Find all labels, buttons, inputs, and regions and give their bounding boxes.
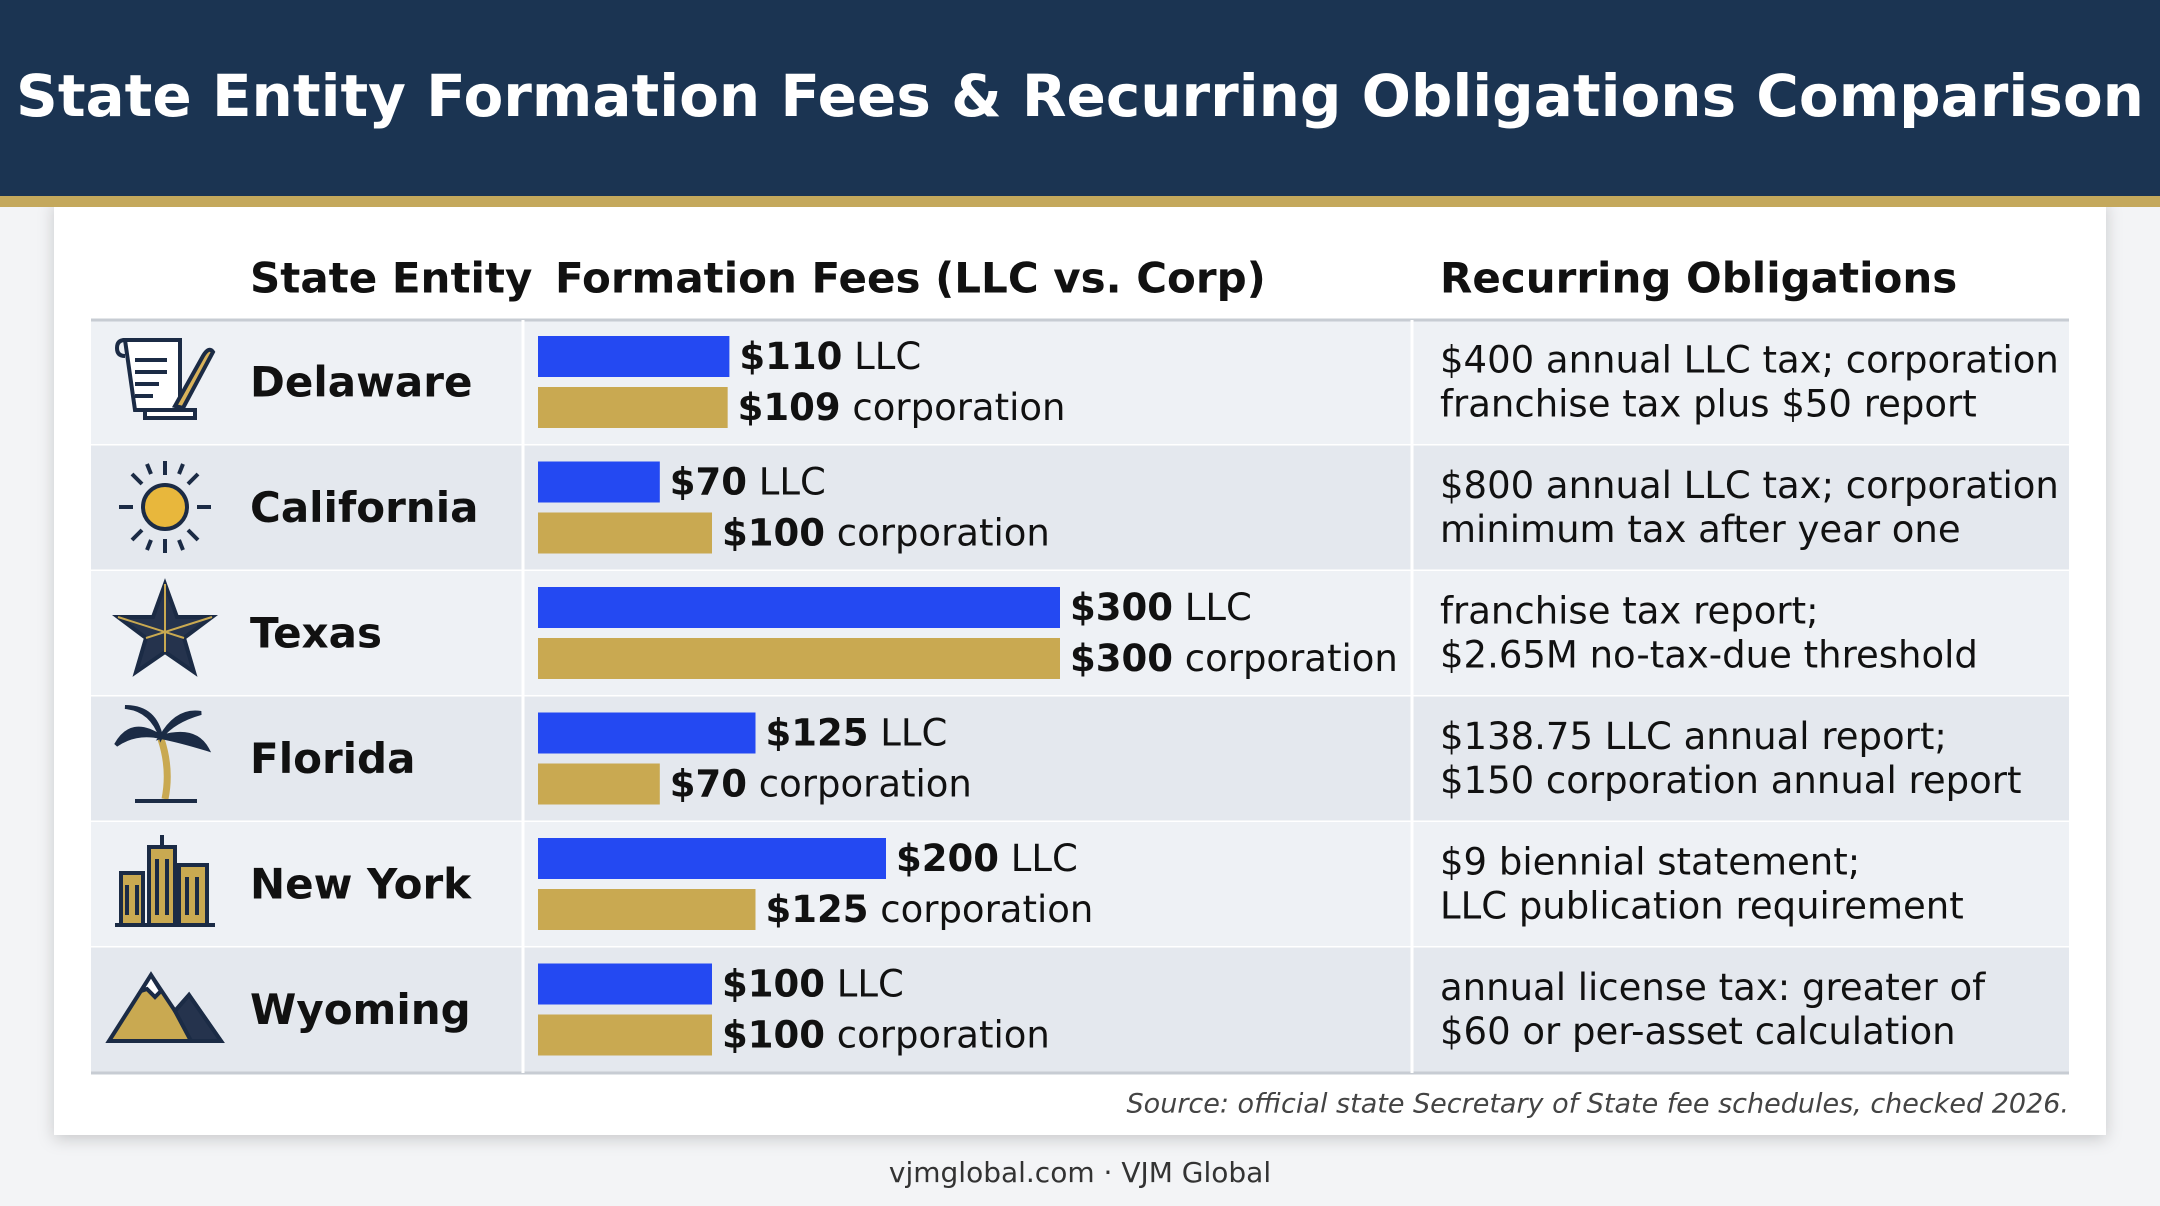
recurring-obligation: franchise tax report; bbox=[1440, 589, 1819, 632]
value-amount: $70 bbox=[670, 762, 747, 805]
value-label: $100 LLC bbox=[722, 962, 904, 1005]
series-name: LLC bbox=[759, 460, 826, 503]
row-background bbox=[91, 571, 2069, 697]
header-stripe bbox=[0, 196, 2160, 207]
column-header: Formation Fees (LLC vs. Corp) bbox=[555, 254, 1266, 303]
series-name: LLC bbox=[837, 962, 904, 1005]
bar bbox=[538, 461, 660, 503]
city-icon bbox=[115, 835, 215, 927]
value-label: $109 corporation bbox=[738, 386, 1066, 429]
recurring-obligation: $2.65M no-tax-due threshold bbox=[1440, 633, 1978, 676]
row-background bbox=[91, 320, 2069, 446]
header-bar bbox=[0, 0, 2160, 196]
bar bbox=[538, 712, 756, 754]
value-amount: $300 bbox=[1070, 637, 1173, 680]
value-label: $125 LLC bbox=[766, 711, 948, 754]
value-label: $125 corporation bbox=[766, 888, 1094, 931]
series-name: corporation bbox=[1185, 637, 1398, 680]
bar bbox=[538, 838, 886, 879]
state-name: California bbox=[250, 483, 478, 532]
recurring-obligation: $138.75 LLC annual report; bbox=[1440, 715, 1947, 758]
recurring-obligation: $9 biennial statement; bbox=[1440, 840, 1860, 883]
value-amount: $100 bbox=[722, 511, 825, 554]
recurring-obligation: $60 or per-asset calculation bbox=[1440, 1010, 1956, 1053]
series-name: LLC bbox=[880, 711, 947, 754]
recurring-obligation: $400 annual LLC tax; corporation bbox=[1440, 338, 2059, 381]
palm-icon bbox=[114, 705, 212, 803]
icons bbox=[105, 338, 225, 1043]
value-amount: $125 bbox=[766, 888, 869, 931]
row-background bbox=[91, 822, 2069, 948]
recurring-obligation: minimum tax after year one bbox=[1440, 508, 1961, 551]
state-name: Wyoming bbox=[250, 985, 471, 1034]
scroll-icon bbox=[114, 338, 216, 420]
series-name: LLC bbox=[1011, 837, 1078, 880]
bar bbox=[538, 336, 730, 377]
recurring-obligation: $150 corporation annual report bbox=[1440, 759, 2022, 802]
column-header: State Entity bbox=[250, 254, 532, 303]
value-label: $200 LLC bbox=[896, 837, 1078, 880]
recurring-obligation: $800 annual LLC tax; corporation bbox=[1440, 464, 2059, 507]
bar bbox=[538, 587, 1060, 628]
mountain-icon bbox=[105, 971, 225, 1043]
state-name: Texas bbox=[250, 608, 382, 657]
value-label: $100 corporation bbox=[722, 1013, 1050, 1056]
series-name: LLC bbox=[1185, 586, 1252, 629]
value-amount: $70 bbox=[670, 460, 747, 503]
value-label: $110 LLC bbox=[739, 335, 921, 378]
series-name: corporation bbox=[837, 511, 1050, 554]
value-amount: $109 bbox=[738, 386, 841, 429]
recurring-obligation: LLC publication requirement bbox=[1440, 884, 1964, 927]
value-amount: $125 bbox=[766, 711, 869, 754]
bar bbox=[538, 963, 712, 1005]
bar bbox=[538, 512, 712, 554]
table-body: Delaware $110 LLC $109 corporation $400 ann… bbox=[91, 318, 2069, 1075]
star-icon bbox=[112, 578, 218, 677]
value-label: $300 corporation bbox=[1070, 637, 1398, 680]
state-name: Delaware bbox=[250, 357, 472, 406]
state-name: New York bbox=[250, 859, 472, 908]
row-background bbox=[91, 445, 2069, 571]
recurring-obligation: annual license tax: greater of bbox=[1440, 966, 1986, 1009]
bar bbox=[538, 889, 756, 930]
row-background bbox=[91, 947, 2069, 1073]
recurring-obligation: franchise tax plus $50 report bbox=[1440, 382, 1977, 425]
column-header: Recurring Obligations bbox=[1440, 254, 1957, 303]
value-label: $300 LLC bbox=[1070, 586, 1252, 629]
title: State Entity Formation Fees & Recurring … bbox=[16, 62, 2144, 130]
series-name: LLC bbox=[854, 335, 921, 378]
series-name: corporation bbox=[880, 888, 1093, 931]
bar bbox=[538, 387, 728, 428]
footer: vjmglobal.com · VJM Global bbox=[889, 1156, 1271, 1189]
state-name: Florida bbox=[250, 734, 415, 783]
value-amount: $110 bbox=[739, 335, 842, 378]
value-label: $100 corporation bbox=[722, 511, 1050, 554]
bar bbox=[538, 1014, 712, 1056]
value-amount: $300 bbox=[1070, 586, 1173, 629]
series-name: corporation bbox=[759, 762, 972, 805]
series-name: corporation bbox=[837, 1013, 1050, 1056]
value-label: $70 LLC bbox=[670, 460, 826, 503]
bar bbox=[538, 638, 1060, 679]
series-name: corporation bbox=[852, 386, 1065, 429]
value-amount: $100 bbox=[722, 962, 825, 1005]
source-note: Source: official state Secretary of Stat… bbox=[1127, 1089, 2069, 1120]
value-amount: $100 bbox=[722, 1013, 825, 1056]
bar bbox=[538, 763, 660, 805]
value-label: $70 corporation bbox=[670, 762, 972, 805]
row-background bbox=[91, 696, 2069, 822]
sun-icon bbox=[119, 461, 211, 553]
value-amount: $200 bbox=[896, 837, 999, 880]
